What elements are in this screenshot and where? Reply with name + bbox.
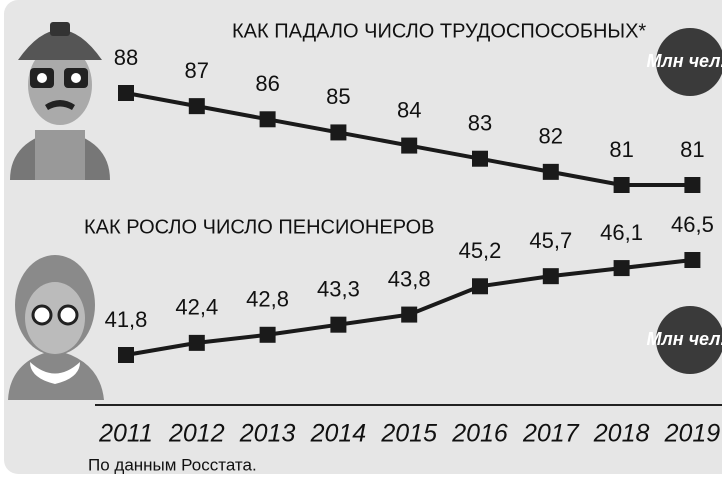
- series-title: КАК РОСЛО ЧИСЛО ПЕНСИОНЕРОВ: [84, 216, 435, 238]
- value-label: 85: [326, 84, 350, 109]
- value-label: 88: [114, 45, 138, 70]
- point: [260, 111, 276, 127]
- x-tick-label: 2016: [451, 420, 508, 448]
- x-tick-label: 2014: [310, 420, 367, 448]
- value-label: 41,8: [105, 307, 148, 332]
- point: [330, 317, 346, 333]
- x-tick-label: 2017: [522, 420, 580, 448]
- point: [472, 278, 488, 294]
- value-label: 81: [609, 137, 633, 162]
- point: [614, 260, 630, 276]
- point: [684, 252, 700, 268]
- point: [118, 347, 134, 363]
- unit-label: Млн чел.: [647, 51, 722, 71]
- value-label: 87: [185, 58, 209, 83]
- point: [189, 98, 205, 114]
- point: [684, 177, 700, 193]
- value-label: 43,8: [388, 266, 431, 291]
- point: [614, 177, 630, 193]
- value-label: 42,8: [246, 287, 289, 312]
- value-label: 86: [255, 71, 279, 96]
- series-title: КАК ПАДАЛО ЧИСЛО ТРУДОСПОСОБНЫХ*: [232, 20, 646, 42]
- unit-label: Млн чел.: [647, 329, 722, 349]
- x-tick-label: 2011: [98, 420, 153, 448]
- value-label: 43,3: [317, 276, 360, 301]
- source: По данным Росстата.: [88, 455, 257, 474]
- value-label: 84: [397, 97, 421, 122]
- point: [118, 85, 134, 101]
- point: [401, 138, 417, 154]
- point: [401, 307, 417, 323]
- value-label: 45,7: [529, 228, 572, 253]
- x-tick-label: 2015: [380, 420, 437, 448]
- value-label: 82: [539, 124, 563, 149]
- point: [472, 151, 488, 167]
- chart: По данным Росстата. 2011 2012 2013 2014 2015…: [0, 0, 722, 478]
- point: [189, 335, 205, 351]
- value-label: 81: [680, 137, 704, 162]
- value-label: 46,1: [600, 220, 643, 245]
- x-tick-label: 2012: [168, 420, 225, 448]
- x-tick-label: 2018: [593, 420, 650, 448]
- value-label: 42,4: [175, 295, 218, 320]
- point: [330, 124, 346, 140]
- value-label: 45,2: [459, 238, 502, 263]
- value-label: 46,5: [671, 212, 714, 237]
- value-label: 83: [468, 111, 492, 136]
- x-tick-label: 2013: [239, 420, 296, 448]
- x-tick-label: 2019: [664, 420, 721, 448]
- point: [543, 268, 559, 284]
- point: [260, 327, 276, 343]
- point: [543, 164, 559, 180]
